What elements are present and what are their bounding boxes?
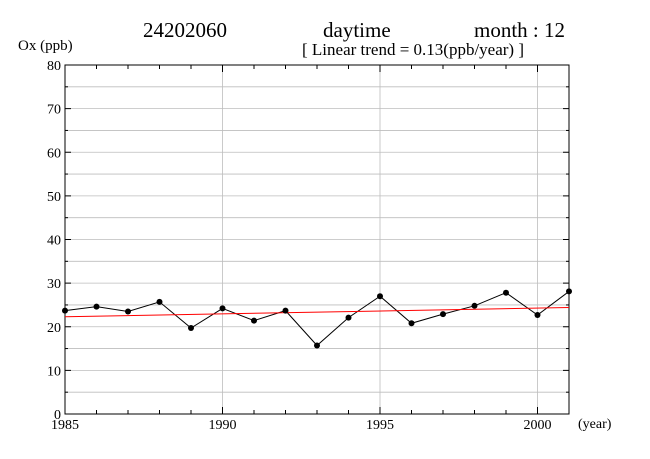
data-point	[251, 317, 257, 324]
x-tick-label: 1995	[366, 418, 394, 433]
data-point	[125, 308, 131, 315]
data-point	[377, 293, 383, 300]
data-point	[408, 320, 415, 327]
data-point	[314, 342, 320, 349]
y-tick-label: 60	[47, 146, 61, 161]
trend-line	[64, 307, 570, 318]
data-point	[345, 314, 352, 321]
data-point	[282, 307, 289, 314]
x-tick-label: 1985	[51, 418, 79, 433]
data-point	[440, 311, 446, 318]
y-tick-label: 0	[54, 408, 61, 423]
data-point	[93, 303, 100, 310]
y-tick-label: 70	[47, 103, 61, 118]
data-point	[156, 298, 163, 305]
x-tick-label: 1990	[209, 418, 237, 433]
data-point	[219, 305, 226, 312]
x-tick-label: 2000	[524, 418, 552, 433]
y-tick-label: 50	[47, 190, 61, 205]
data-point	[503, 289, 509, 296]
data-point	[188, 325, 194, 332]
data-point	[62, 307, 68, 314]
trend-label: [ Linear trend = 0.13(ppb/year) ]	[302, 40, 524, 59]
month-label: month : 12	[474, 18, 566, 42]
y-axis-label: Ox (ppb)	[18, 38, 73, 54]
data-point	[566, 288, 572, 295]
data-point	[534, 311, 541, 318]
data-point	[471, 302, 478, 309]
period-label: daytime	[323, 18, 391, 42]
y-tick-label: 80	[47, 59, 61, 74]
data-line	[64, 291, 570, 347]
y-tick-label: 30	[47, 277, 61, 292]
y-tick-label: 20	[47, 321, 61, 336]
station-code: 24202060	[143, 18, 227, 42]
y-tick-label: 10	[47, 364, 61, 379]
x-axis-label: (year)	[578, 417, 612, 432]
y-tick-label: 40	[47, 234, 61, 249]
